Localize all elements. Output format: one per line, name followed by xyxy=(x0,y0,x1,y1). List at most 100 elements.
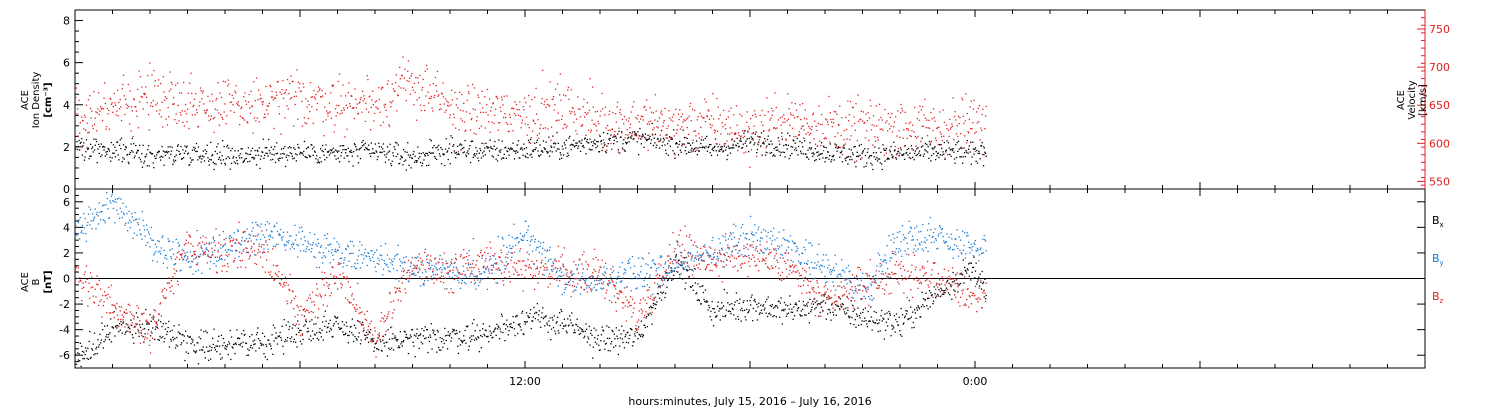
bx-series-point xyxy=(565,330,567,332)
velocity-series-point xyxy=(719,143,721,146)
by-series-point xyxy=(507,257,509,259)
ion-density-series-point xyxy=(552,142,555,145)
bx-series-point xyxy=(935,295,937,297)
bx-series-point xyxy=(791,311,794,313)
bx-series-point xyxy=(763,309,765,311)
velocity-series-point xyxy=(95,130,98,132)
bx-series-point xyxy=(453,330,455,332)
bx-series-point xyxy=(119,329,121,331)
bx-series-point xyxy=(599,349,601,351)
by-series-point xyxy=(238,256,240,258)
velocity-series-point xyxy=(75,96,77,98)
velocity-series-point xyxy=(402,56,404,58)
ion-density-series-point xyxy=(251,147,254,150)
ion-density-series-point xyxy=(827,151,829,153)
velocity-series-point xyxy=(154,80,156,82)
bx-series-point xyxy=(958,283,960,285)
ion-density-series-point xyxy=(326,156,328,159)
velocity-series-point xyxy=(340,109,343,112)
ion-density-series-point xyxy=(388,150,391,152)
velocity-series-point xyxy=(457,107,459,109)
velocity-series-point xyxy=(937,127,939,129)
velocity-series-point xyxy=(388,124,390,126)
bx-series-point xyxy=(858,315,860,317)
bx-series-point xyxy=(498,326,500,328)
velocity-series-point xyxy=(614,131,616,133)
by-series-point xyxy=(201,250,204,252)
ion-density-series-point xyxy=(233,161,235,163)
ion-density-series-point xyxy=(860,158,862,160)
bx-series-point xyxy=(713,308,715,310)
velocity-series-point xyxy=(188,127,190,130)
bx-series-point xyxy=(346,325,348,327)
bx-series-point xyxy=(843,311,846,313)
bx-series-point xyxy=(383,342,385,344)
velocity-series-point xyxy=(465,129,467,131)
by-series-point xyxy=(407,270,409,272)
by-series-point xyxy=(119,207,121,209)
by-series-point xyxy=(529,244,531,246)
bx-series-point xyxy=(278,335,281,337)
velocity-series-point xyxy=(968,132,970,134)
by-series-point xyxy=(363,252,366,254)
by-series-point xyxy=(485,269,487,271)
velocity-series-point xyxy=(508,130,510,133)
by-series-point xyxy=(549,246,551,249)
ion-density-series-point xyxy=(276,142,278,144)
bx-series-point xyxy=(814,308,816,310)
bx-series-point xyxy=(226,344,229,346)
bx-series-point xyxy=(322,321,324,323)
bx-series-point xyxy=(965,270,967,272)
ion-density-series-point xyxy=(90,155,92,157)
velocity-series-point xyxy=(793,117,796,119)
bx-series-point xyxy=(544,316,547,318)
bx-series-point xyxy=(546,324,549,326)
bx-series-point xyxy=(854,319,856,321)
bx-series-point xyxy=(860,312,862,314)
velocity-series-point xyxy=(660,112,662,114)
velocity-series-point xyxy=(655,110,657,112)
velocity-series-point xyxy=(964,120,966,122)
velocity-series-point xyxy=(685,118,688,120)
ion-density-series-point xyxy=(892,155,894,157)
bx-series-point xyxy=(496,323,498,325)
by-series-point xyxy=(530,236,532,238)
bx-series-point xyxy=(800,310,802,312)
velocity-series-point xyxy=(401,74,403,76)
ion-density-series-point xyxy=(427,154,429,156)
velocity-series-point xyxy=(348,82,350,84)
ion-density-series-point xyxy=(578,140,580,142)
ion-density-series-point xyxy=(866,162,868,164)
ion-density-series-point xyxy=(766,145,768,147)
by-series-point xyxy=(322,252,324,254)
velocity-series-point xyxy=(928,119,930,122)
bx-series-point xyxy=(405,336,407,338)
velocity-series-point xyxy=(427,91,429,93)
ion-density-series-point xyxy=(569,144,572,146)
ion-density-series-point xyxy=(312,154,314,156)
velocity-series-point xyxy=(842,146,844,148)
ion-density-series-point xyxy=(587,142,589,144)
ion-density-series-point xyxy=(800,152,802,154)
by-series-point xyxy=(340,257,343,259)
velocity-series-point xyxy=(399,78,401,80)
velocity-series-point xyxy=(953,139,955,141)
ion-density-series-point xyxy=(798,134,800,136)
ion-density-series-point xyxy=(225,158,227,160)
velocity-series-point xyxy=(540,124,542,126)
velocity-series-point xyxy=(747,131,749,133)
bx-series-point xyxy=(875,311,877,314)
bx-series-point xyxy=(332,335,334,338)
by-series-point xyxy=(232,261,235,263)
bx-series-point xyxy=(247,348,249,350)
bx-series-point xyxy=(724,316,726,318)
bx-series-point xyxy=(154,328,156,330)
ion-density-series-point xyxy=(513,158,516,160)
ion-density-series-point xyxy=(668,140,670,142)
bx-series-point xyxy=(817,303,819,305)
bx-series-point xyxy=(725,314,727,317)
by-series-point xyxy=(282,231,285,233)
velocity-series-point xyxy=(434,76,437,79)
by-series-point xyxy=(361,244,363,246)
bx-series-point xyxy=(505,328,507,330)
